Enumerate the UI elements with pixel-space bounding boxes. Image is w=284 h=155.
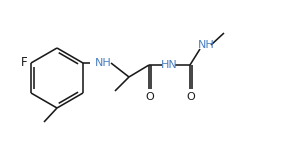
Text: HN: HN xyxy=(161,60,177,70)
Text: O: O xyxy=(187,92,196,102)
Text: F: F xyxy=(21,55,27,69)
Text: O: O xyxy=(146,92,154,102)
Text: NH: NH xyxy=(198,40,214,50)
Text: NH: NH xyxy=(95,58,111,68)
